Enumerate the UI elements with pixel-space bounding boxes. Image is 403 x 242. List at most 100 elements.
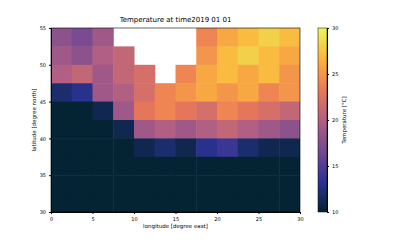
- cell: [155, 157, 176, 176]
- cell: [279, 157, 300, 176]
- cell: [134, 157, 155, 176]
- cell: [72, 175, 93, 194]
- cell: [196, 46, 217, 65]
- cell: [217, 157, 238, 176]
- tick: 20: [214, 212, 220, 222]
- tick-mark: [49, 28, 51, 29]
- tick: 15: [327, 163, 338, 169]
- x-axis: 051015202530: [50, 212, 304, 222]
- colorbar-title: Temperature [°C]: [341, 96, 348, 144]
- cell: [238, 102, 259, 121]
- cell: [217, 194, 238, 212]
- heatmap-cells: [51, 28, 300, 212]
- cell: [259, 175, 280, 194]
- cell: [113, 138, 134, 157]
- tick-mark: [217, 212, 218, 214]
- cell: [238, 194, 259, 212]
- tick-label: 20: [332, 117, 338, 123]
- tick-label: 15: [173, 216, 179, 222]
- tick-label: 10: [332, 209, 338, 215]
- cell: [259, 46, 280, 65]
- tick: 30: [327, 25, 338, 31]
- tick-label: 0: [50, 216, 53, 222]
- cell: [113, 83, 134, 102]
- colorbar: [318, 28, 327, 212]
- cell: [238, 46, 259, 65]
- tick-mark: [327, 28, 329, 29]
- cell: [259, 65, 280, 84]
- y-axis-title: latitude [degree north]: [31, 89, 38, 152]
- cell: [279, 175, 300, 194]
- cell: [72, 194, 93, 212]
- cell: [217, 120, 238, 139]
- cell: [196, 138, 217, 157]
- cell: [279, 120, 300, 139]
- cell: [155, 175, 176, 194]
- tick-label: 5: [91, 216, 94, 222]
- cell: [259, 120, 280, 139]
- cell: [134, 65, 155, 84]
- tick-label: 25: [332, 71, 338, 77]
- cell: [259, 83, 280, 102]
- cell: [51, 46, 72, 65]
- cell: [238, 138, 259, 157]
- tick-mark: [49, 65, 51, 66]
- axis-line: [52, 213, 301, 215]
- cell: [176, 120, 197, 139]
- cell: [196, 194, 217, 212]
- tick-label: 15: [332, 163, 338, 169]
- cell: [238, 120, 259, 139]
- cell: [72, 138, 93, 157]
- tick: 35: [40, 172, 51, 178]
- cell: [93, 120, 114, 139]
- cell: [279, 138, 300, 157]
- tick-label: 30: [297, 216, 303, 222]
- tick-mark: [49, 102, 51, 103]
- axis-line: [49, 29, 52, 213]
- cell: [72, 102, 93, 121]
- cell: [279, 28, 300, 47]
- cell: [51, 194, 72, 212]
- tick: 10: [131, 212, 137, 222]
- tick: 15: [173, 212, 179, 222]
- cell: [217, 102, 238, 121]
- cell: [259, 28, 280, 47]
- cell: [113, 120, 134, 139]
- tick: 5: [91, 212, 94, 222]
- tick: 50: [40, 62, 51, 68]
- cell: [113, 157, 134, 176]
- cell: [93, 83, 114, 102]
- tick-mark: [49, 138, 51, 139]
- cell: [93, 102, 114, 121]
- cell: [176, 194, 197, 212]
- cell: [134, 102, 155, 121]
- cell: [279, 46, 300, 65]
- cell: [51, 65, 72, 84]
- cell: [113, 65, 134, 84]
- cell: [51, 120, 72, 139]
- cell: [176, 83, 197, 102]
- cell: [196, 65, 217, 84]
- cell: [217, 46, 238, 65]
- cell: [217, 138, 238, 157]
- cell: [134, 83, 155, 102]
- cell: [72, 157, 93, 176]
- cell: [72, 28, 93, 47]
- cell: [51, 138, 72, 157]
- cell: [155, 102, 176, 121]
- tick-label: 30: [40, 209, 46, 215]
- cell: [279, 65, 300, 84]
- cell: [72, 46, 93, 65]
- cell: [176, 157, 197, 176]
- cell: [93, 46, 114, 65]
- cell: [279, 102, 300, 121]
- axis-line: [328, 29, 330, 213]
- cell: [155, 138, 176, 157]
- tick: 25: [327, 71, 338, 77]
- tick-mark: [49, 175, 51, 176]
- tick: 0: [50, 212, 53, 222]
- tick-label: 55: [40, 25, 46, 31]
- tick-mark: [327, 74, 329, 75]
- tick-label: 35: [40, 172, 46, 178]
- tick-mark: [93, 212, 94, 214]
